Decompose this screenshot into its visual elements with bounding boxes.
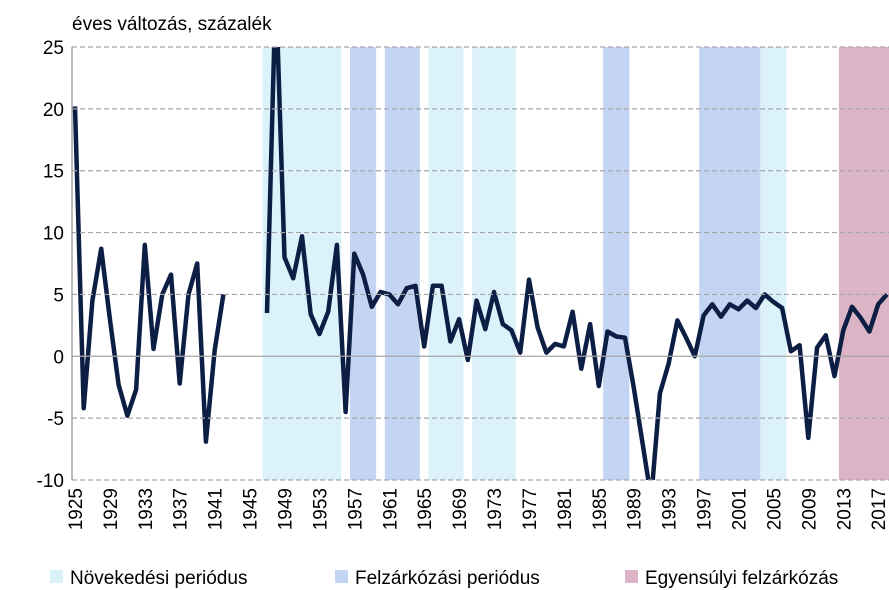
x-tick-label: 1985: [590, 488, 611, 530]
y-tick-label: -10: [37, 471, 64, 492]
period-band: [699, 47, 761, 480]
y-tick-label: -5: [47, 409, 64, 430]
x-tick-label: 2013: [834, 488, 855, 530]
x-tick-label: 1957: [345, 488, 366, 530]
x-tick-label: 1973: [485, 488, 506, 530]
y-tick-label: 15: [43, 162, 64, 183]
y-tick-label: 20: [43, 100, 64, 121]
x-tick-label: 1997: [695, 488, 716, 530]
period-band: [384, 47, 420, 480]
x-tick-label: 1949: [276, 488, 297, 530]
period-band: [428, 47, 464, 480]
period-band: [472, 47, 516, 480]
period-band: [262, 47, 342, 480]
data-line: [72, 47, 889, 480]
x-tick-label: 1953: [310, 488, 331, 530]
x-tick-label: 1961: [380, 488, 401, 530]
period-band: [760, 47, 787, 480]
y-tick-label: 25: [43, 38, 64, 59]
legend-label: Felzárkózási periódus: [355, 568, 540, 589]
x-tick-label: 1965: [415, 488, 436, 530]
x-tick-label: 1925: [66, 488, 87, 530]
period-band: [603, 47, 630, 480]
x-tick-label: 1989: [625, 488, 646, 530]
plot-area: [72, 47, 889, 480]
x-tick-label: 1969: [450, 488, 471, 530]
x-tick-label: 1941: [206, 488, 227, 530]
y-axis-label: éves változás, százalék: [72, 14, 272, 35]
y-tick-label: 5: [53, 285, 64, 306]
legend-label: Egyensúlyi felzárkózás: [645, 568, 838, 589]
period-band: [838, 47, 889, 480]
x-tick-label: 2009: [799, 488, 820, 530]
x-tick-label: 1929: [101, 488, 122, 530]
x-tick-label: 2017: [869, 488, 889, 530]
x-tick-label: 1937: [171, 488, 192, 530]
legend-swatch: [625, 570, 638, 583]
x-tick-label: 1977: [520, 488, 541, 530]
legend-swatch: [335, 570, 348, 583]
x-tick-label: 2005: [764, 488, 785, 530]
legend-swatch: [50, 570, 63, 583]
y-tick-label: 10: [43, 224, 64, 245]
y-tick-label: 0: [53, 347, 64, 368]
x-tick-label: 2001: [729, 488, 750, 530]
x-tick-label: 1945: [241, 488, 262, 530]
x-tick-label: 1933: [136, 488, 157, 530]
x-tick-label: 1981: [555, 488, 576, 530]
legend-label: Növekedési periódus: [70, 568, 247, 589]
x-tick-label: 1993: [660, 488, 681, 530]
